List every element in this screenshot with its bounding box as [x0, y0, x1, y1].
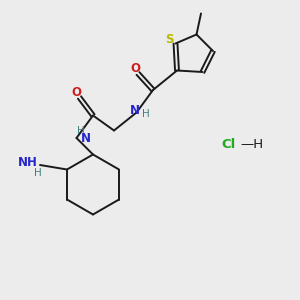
Text: NH: NH [17, 156, 38, 169]
Text: O: O [130, 61, 140, 75]
Text: N: N [80, 132, 91, 145]
Text: Cl: Cl [221, 137, 235, 151]
Text: O: O [71, 85, 82, 99]
Text: H: H [77, 126, 85, 136]
Text: S: S [165, 33, 173, 46]
Text: N: N [130, 104, 140, 118]
Text: —H: —H [240, 137, 264, 151]
Text: H: H [142, 109, 150, 119]
Text: H: H [34, 168, 41, 178]
